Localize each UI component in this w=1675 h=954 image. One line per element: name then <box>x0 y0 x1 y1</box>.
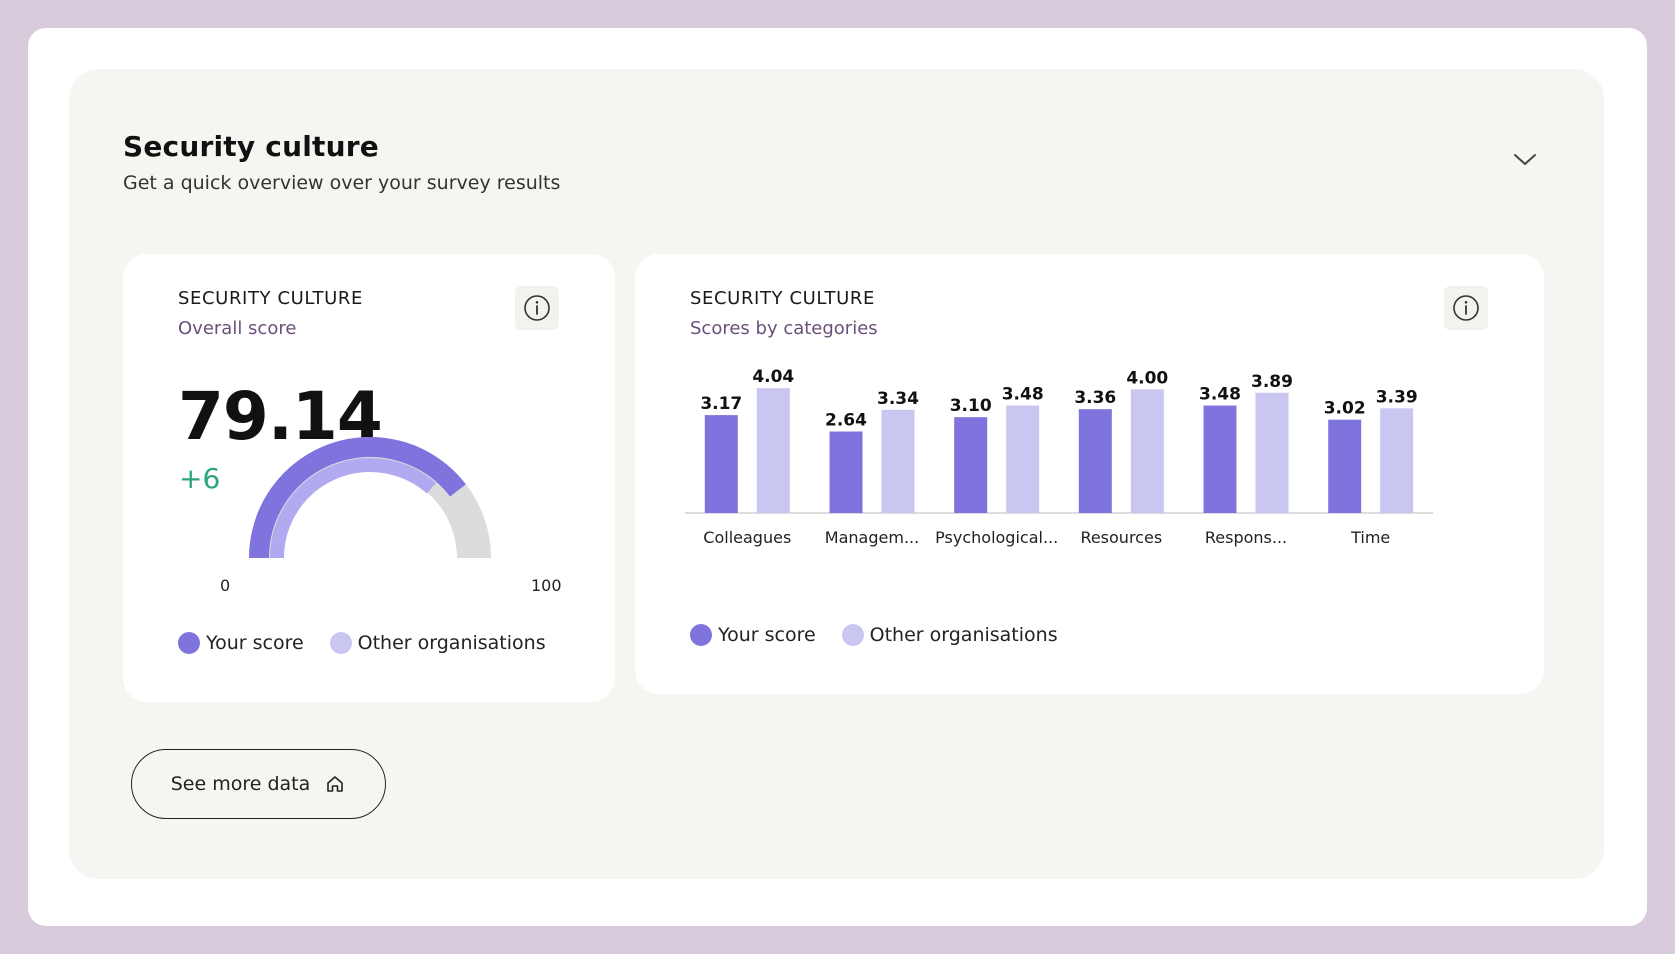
bar-other-orgs[interactable] <box>1255 392 1289 513</box>
bar-value-label: 4.00 <box>1126 368 1168 388</box>
gauge-min-label: 0 <box>220 576 231 595</box>
category-tick-label: Colleagues <box>703 528 791 547</box>
your-score-swatch <box>178 632 200 654</box>
see-more-data-button[interactable]: See more data <box>131 749 386 819</box>
bar-value-label: 3.48 <box>1002 385 1044 405</box>
bar-your-score[interactable] <box>1078 409 1112 513</box>
chart-legend: Your score Other organisations <box>690 624 1058 646</box>
bar-other-orgs[interactable] <box>1380 408 1414 513</box>
category-scores-card: SECURITY CULTURE Scores by categories 3.… <box>635 254 1544 694</box>
bar-other-orgs[interactable] <box>756 388 790 513</box>
legend-other-orgs: Other organisations <box>841 624 1058 646</box>
bar-other-orgs[interactable] <box>1006 405 1040 514</box>
info-button[interactable] <box>1444 286 1488 330</box>
bar-value-label: 4.04 <box>752 367 794 387</box>
legend-your-score: Your score <box>690 624 816 646</box>
info-icon <box>1453 295 1479 321</box>
legend-label: Your score <box>206 632 304 654</box>
bar-your-score[interactable] <box>1203 405 1237 514</box>
bar-other-orgs[interactable] <box>881 409 915 513</box>
category-tick-label: Psychological... <box>935 528 1058 547</box>
bar-value-label: 3.48 <box>1199 385 1241 405</box>
card-subtitle: Overall score <box>178 318 297 339</box>
bar-your-score[interactable] <box>1328 419 1362 513</box>
score-delta: +6 <box>179 462 221 495</box>
bar-value-label: 3.17 <box>700 394 742 414</box>
other-orgs-swatch <box>329 632 352 654</box>
bar-value-label: 3.89 <box>1251 372 1293 392</box>
legend-label: Other organisations <box>357 632 546 654</box>
bar-value-label: 2.64 <box>825 411 867 431</box>
legend-your-score: Your score <box>178 632 304 654</box>
bar-other-orgs[interactable] <box>1130 389 1164 513</box>
legend-label: Other organisations <box>869 624 1058 646</box>
category-tick-label: Resources <box>1080 528 1162 547</box>
your-score-swatch <box>690 624 712 646</box>
category-tick-label: Time <box>1350 528 1390 547</box>
bar-value-label: 3.02 <box>1324 399 1366 419</box>
bar-value-label: 3.39 <box>1376 387 1418 407</box>
see-more-label: See more data <box>170 773 311 795</box>
overall-score-card: SECURITY CULTURE Overall score 79.14 +6 … <box>123 254 615 702</box>
page-subtitle: Get a quick overview over your survey re… <box>123 172 561 194</box>
other-orgs-swatch <box>841 624 864 646</box>
card-eyebrow: SECURITY CULTURE <box>178 288 364 309</box>
gauge-legend: Your score Other organisations <box>178 632 546 654</box>
bar-value-label: 3.10 <box>950 396 992 416</box>
bar-your-score[interactable] <box>704 415 738 513</box>
gauge-max-label: 100 <box>531 576 562 595</box>
legend-label: Your score <box>718 624 816 646</box>
info-button[interactable] <box>515 286 559 330</box>
category-tick-label: Managem... <box>825 528 919 547</box>
bar-value-label: 3.36 <box>1074 388 1116 408</box>
card-eyebrow: SECURITY CULTURE <box>690 288 876 309</box>
bar-your-score[interactable] <box>954 417 988 513</box>
card-subtitle: Scores by categories <box>690 318 878 339</box>
info-icon <box>524 295 550 321</box>
category-bar-chart: 3.17 4.04 Colleagues 2.64 3.34 Managem... 3.10… <box>685 367 1433 547</box>
bar-value-label: 3.34 <box>877 389 919 409</box>
home-icon <box>327 776 344 792</box>
score-gauge <box>249 437 491 559</box>
page-title: Security culture <box>123 130 379 163</box>
category-tick-label: Respons... <box>1205 528 1287 547</box>
legend-other-orgs: Other organisations <box>329 632 546 654</box>
chevron-down-icon[interactable] <box>1510 148 1540 172</box>
gauge-other-orgs-arc <box>270 458 437 559</box>
gauge-your-score-arc <box>249 437 466 559</box>
bar-your-score[interactable] <box>829 431 863 514</box>
